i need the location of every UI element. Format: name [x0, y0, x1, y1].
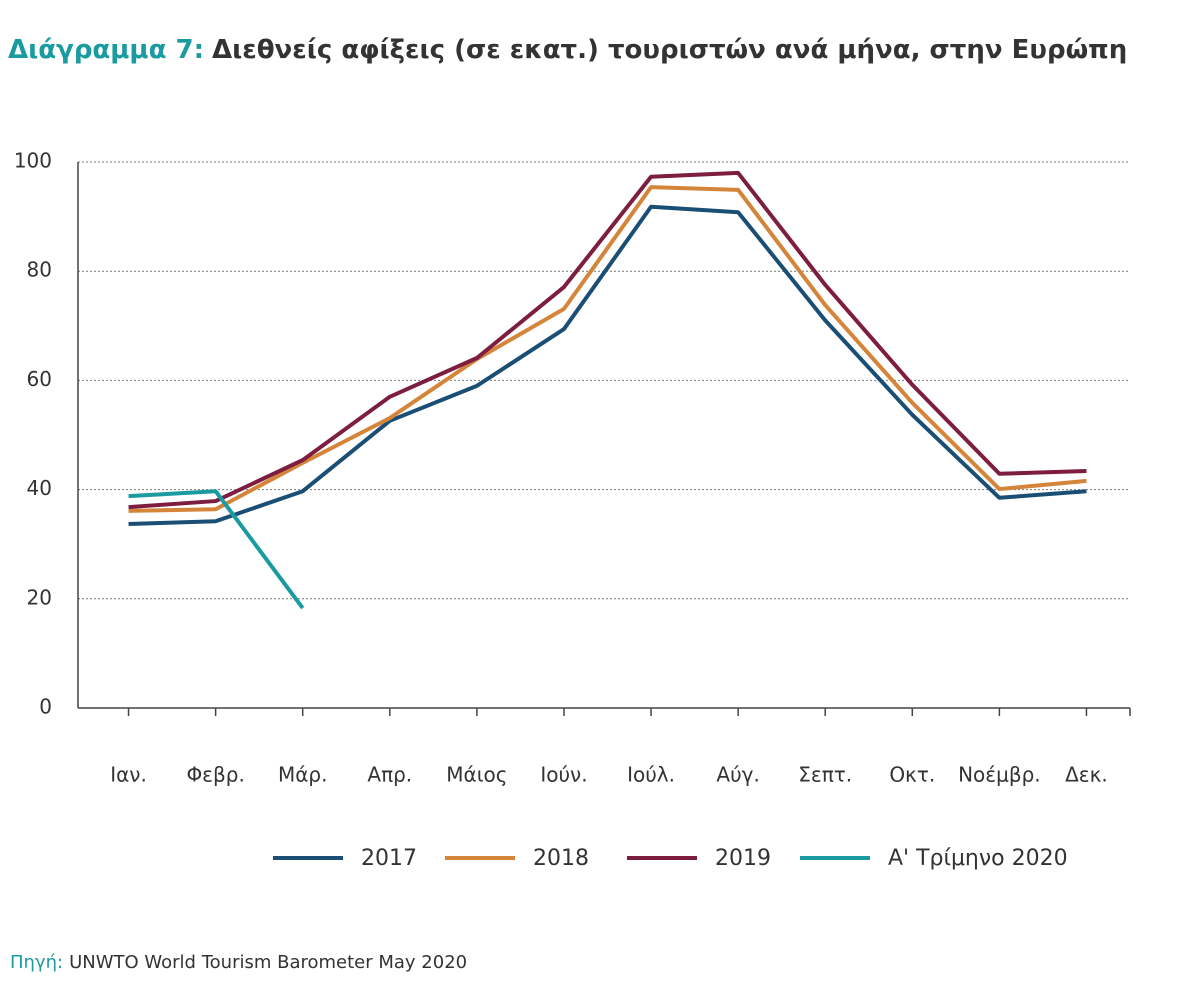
y-tick-label: 80 — [27, 258, 52, 282]
source: Πηγή: UNWTO World Tourism Barometer May 2… — [10, 952, 467, 973]
x-tick-label: Απρ. — [367, 763, 412, 787]
legend-label: Α' Τρίμηνο 2020 — [888, 846, 1068, 871]
x-tick-label: Φεβρ. — [186, 763, 244, 787]
legend-label: 2018 — [533, 846, 589, 871]
x-tick-label: Νοέμβρ. — [958, 763, 1041, 787]
series-line — [128, 204, 1087, 526]
series-line — [128, 185, 1087, 513]
x-tick-label: Αύγ. — [716, 763, 759, 787]
series-line — [128, 489, 305, 610]
x-tick-label: Σεπτ. — [798, 763, 852, 787]
y-tick-label: 60 — [27, 367, 52, 391]
source-text: UNWTO World Tourism Barometer May 2020 — [69, 952, 467, 973]
x-tick-label: Μάρ. — [278, 763, 328, 787]
x-tick-label: Ιούλ. — [627, 763, 675, 787]
y-tick-label: 100 — [14, 149, 52, 173]
source-label: Πηγή: — [10, 952, 63, 973]
legend-label: 2019 — [715, 846, 771, 871]
legend-label: 2017 — [361, 846, 417, 871]
x-tick-label: Ιαν. — [110, 763, 147, 787]
x-tick-label: Οκτ. — [889, 763, 935, 787]
y-tick-label: 20 — [27, 585, 52, 609]
chart-title: Διάγραμμα 7: Διεθνείς αφίξεις (σε εκατ.) … — [8, 35, 1127, 65]
x-tick-label: Δεκ. — [1065, 763, 1108, 787]
title-label: Διάγραμμα 7: — [8, 35, 204, 65]
x-tick-label: Ιούν. — [540, 763, 587, 787]
series-line — [128, 170, 1087, 510]
y-tick-label: 40 — [27, 476, 52, 500]
x-tick-label: Μάιος — [446, 763, 507, 787]
title-text: Διεθνείς αφίξεις (σε εκατ.) τουριστών αν… — [212, 35, 1127, 65]
y-tick-label: 0 — [39, 695, 52, 719]
